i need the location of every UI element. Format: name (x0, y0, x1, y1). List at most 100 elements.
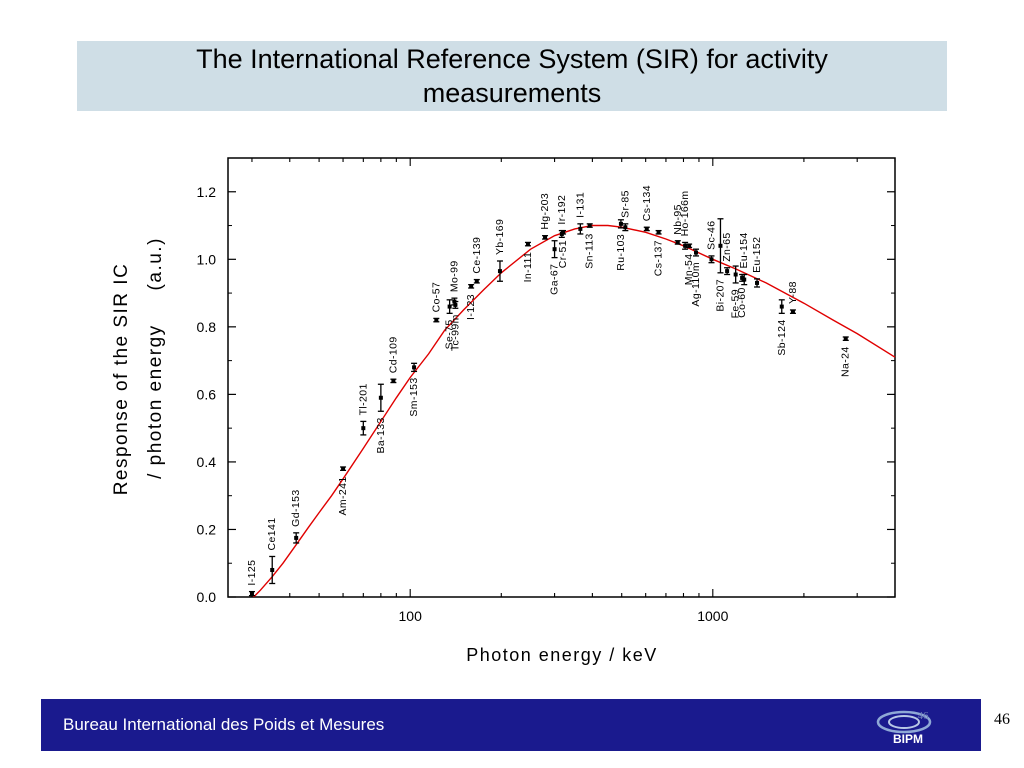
y-tick-label: 1.0 (197, 251, 217, 267)
data-marker (683, 243, 688, 248)
data-marker (587, 223, 592, 228)
data-point-gd-153 (293, 532, 300, 544)
point-label: Ga-67 (549, 264, 561, 295)
bipm-logo: BIPM 46 (871, 707, 941, 746)
point-label: Mn-54 (683, 253, 695, 285)
point-label: Ir-192 (556, 195, 568, 225)
footer-bar: Bureau International des Poids et Mesure… (41, 699, 981, 751)
data-point-i-131 (577, 223, 584, 235)
data-point-in-111 (524, 241, 531, 247)
point-labels-layer: I-125 Ce141 Gd-153 Am-241 Tl-201 Ba-133 Cd-109… (246, 185, 852, 586)
data-marker (656, 230, 661, 235)
point-label: Cd-109 (387, 336, 399, 373)
point-label: I-123 (465, 294, 477, 320)
point-label: Tl-201 (357, 383, 369, 415)
point-label: Eu-154 (738, 232, 750, 268)
data-marker (644, 226, 649, 231)
y-axis: 0.0 0.2 0.4 0.6 0.8 1.0 1.2 (197, 184, 895, 605)
data-marker (412, 365, 417, 370)
svg-text:46: 46 (918, 710, 930, 722)
data-point-cd-109 (390, 378, 397, 384)
data-marker (294, 535, 299, 540)
data-marker (447, 304, 452, 309)
data-marker (742, 277, 747, 282)
page-number: 46 (994, 711, 1010, 728)
data-point-ce141 (269, 555, 276, 585)
data-point-ru-103 (617, 219, 624, 229)
point-label: Tc-99m (449, 314, 461, 351)
footer-org-name: Bureau International des Poids et Mesure… (63, 715, 385, 734)
data-marker (790, 309, 795, 314)
data-point-cr-51 (560, 229, 567, 235)
data-marker (755, 280, 760, 285)
data-point-ba-133 (377, 383, 384, 412)
point-label: I-125 (246, 560, 258, 586)
data-point-nb-95 (674, 240, 681, 245)
data-point-sc-46 (708, 255, 715, 264)
point-label: Sr-85 (619, 190, 631, 218)
data-point-zn-65 (724, 267, 731, 276)
data-marker (543, 235, 548, 240)
data-marker (675, 240, 680, 245)
point-label: Bi-207 (714, 279, 726, 312)
point-label: Gd-153 (290, 489, 302, 526)
data-marker (733, 272, 738, 277)
data-marker (623, 225, 628, 230)
x-tick-label: 100 (399, 608, 423, 624)
data-marker (718, 243, 723, 248)
point-label: Yb-169 (494, 219, 506, 255)
data-marker (561, 230, 566, 235)
point-label: Sb-124 (776, 319, 788, 355)
point-label: Cs-134 (641, 185, 653, 221)
point-label: Cs-137 (653, 240, 665, 276)
point-label: Na-24 (840, 346, 852, 377)
data-marker (740, 275, 745, 280)
data-marker (779, 304, 784, 309)
slide-title: The International Reference System (SIR)… (196, 44, 828, 108)
data-point-fe-59 (732, 265, 739, 284)
data-point-cs-137 (655, 229, 662, 235)
point-label: Fe-59 (730, 289, 742, 318)
point-label: Ru-103 (615, 234, 627, 271)
x-axis-label: Photon energy / keV (466, 645, 658, 665)
data-marker (687, 243, 692, 248)
y-tick-label: 0.8 (197, 319, 217, 335)
slide-title-box: The International Reference System (SIR)… (77, 41, 947, 111)
data-point-sm-153 (411, 362, 418, 373)
data-marker (391, 378, 396, 383)
point-label: Co-60 (736, 287, 748, 318)
data-point-i-123 (468, 283, 475, 289)
data-point-am-241 (340, 466, 347, 472)
data-point-bi-207 (717, 218, 724, 274)
data-point-sb-124 (778, 299, 785, 314)
data-marker (694, 250, 699, 255)
data-marker (469, 284, 474, 289)
x-tick-label: 1000 (697, 608, 728, 624)
y-tick-label: 0.0 (197, 589, 217, 605)
data-point-co-60 (739, 273, 746, 282)
point-label: Sc-46 (705, 220, 717, 249)
x-axis: 100 1000 (251, 158, 896, 624)
data-marker (474, 279, 479, 284)
data-marker (497, 269, 502, 274)
y-axis-label-line2: / photon energy (a.u.) (145, 237, 166, 479)
y-tick-label: 1.2 (197, 184, 217, 200)
point-label: In-111 (522, 252, 534, 283)
data-point-se-75 (446, 299, 453, 314)
data-marker (725, 269, 730, 274)
svg-text:BIPM: BIPM (893, 732, 923, 745)
data-marker (361, 426, 366, 431)
y-tick-label: 0.4 (197, 454, 217, 470)
data-marker (434, 318, 439, 323)
data-point-eu-152 (754, 278, 761, 288)
point-label: Zn-65 (721, 232, 733, 261)
point-label: Ba-133 (375, 417, 387, 453)
response-chart: 0.0 0.2 0.4 0.6 0.8 1.0 1.2 100 1000 I-125 Ce141… (111, 157, 896, 665)
data-marker (709, 257, 714, 262)
point-label: Co-57 (430, 282, 442, 313)
data-point-ag-110m (693, 248, 700, 257)
data-point-ho-166m (682, 241, 689, 250)
point-label: I-131 (574, 192, 586, 218)
data-point-yb-169 (496, 260, 503, 282)
point-label: Mo-99 (448, 260, 460, 292)
